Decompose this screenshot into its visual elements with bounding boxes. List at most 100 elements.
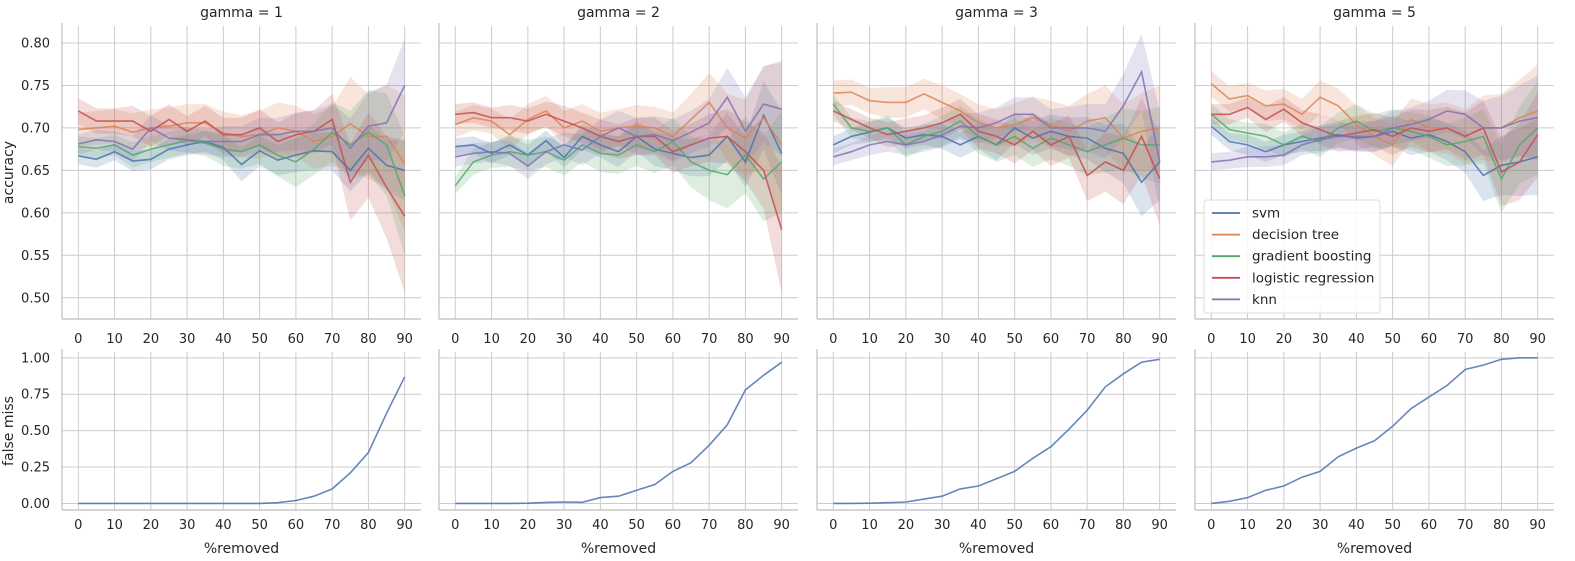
x-tick-label: 50 bbox=[628, 518, 645, 533]
legend-label: logistic regression bbox=[1252, 270, 1374, 286]
x-tick-label: 20 bbox=[520, 332, 537, 347]
panel-title: gamma = 5 bbox=[1333, 5, 1416, 21]
x-tick-label: 90 bbox=[1529, 332, 1546, 347]
x-tick-label: 20 bbox=[520, 518, 537, 533]
y-tick-label: 0.50 bbox=[21, 291, 50, 306]
ci-band-knn bbox=[1211, 75, 1538, 171]
series-line-knn bbox=[833, 69, 1161, 163]
legend-label: knn bbox=[1252, 292, 1277, 308]
x-tick-label: 90 bbox=[1529, 518, 1546, 533]
y-tick-label: 0.75 bbox=[21, 388, 50, 403]
x-tick-label: 30 bbox=[1312, 332, 1329, 347]
x-tick-label: 50 bbox=[628, 332, 645, 347]
x-tick-label: 40 bbox=[215, 332, 232, 347]
series-line-logistic-regression bbox=[77, 110, 406, 217]
x-tick-label: 20 bbox=[898, 332, 915, 347]
series-line-svm bbox=[78, 376, 406, 505]
x-tick-label: 90 bbox=[1151, 332, 1168, 347]
series-line-gradient-boosting bbox=[1210, 113, 1539, 181]
ci-band-svm bbox=[1211, 116, 1538, 201]
x-tick-label: 70 bbox=[701, 518, 718, 533]
x-tick-label: 50 bbox=[251, 518, 268, 533]
x-tick-label: 80 bbox=[360, 518, 377, 533]
y-tick-label: 0.75 bbox=[21, 79, 50, 94]
ci-band-gradient-boosting bbox=[78, 89, 405, 256]
legend-label: decision tree bbox=[1252, 227, 1339, 243]
x-tick-label: 50 bbox=[1006, 332, 1023, 347]
panel-title: gamma = 1 bbox=[200, 5, 283, 21]
x-tick-label: 80 bbox=[737, 332, 754, 347]
x-tick-label: 50 bbox=[251, 332, 268, 347]
x-tick-label: 80 bbox=[360, 332, 377, 347]
x-tick-label: 20 bbox=[1276, 518, 1293, 533]
ci-band-knn bbox=[455, 62, 782, 179]
x-tick-label: 40 bbox=[970, 332, 987, 347]
x-tick-label: 0 bbox=[1207, 518, 1215, 533]
y-tick-label: 0.65 bbox=[21, 164, 50, 179]
x-tick-label: 30 bbox=[556, 332, 573, 347]
x-tick-label: 90 bbox=[773, 518, 790, 533]
series-line-svm bbox=[833, 358, 1160, 505]
x-tick-label: 80 bbox=[1115, 518, 1132, 533]
ci-band-logistic-regression bbox=[1211, 92, 1538, 206]
ci-band-svm bbox=[455, 81, 782, 196]
series-line-knn bbox=[455, 95, 782, 168]
x-tick-label: 30 bbox=[179, 518, 196, 533]
ci-band-logistic-regression bbox=[455, 101, 782, 294]
x-tick-label: 30 bbox=[556, 518, 573, 533]
x-tick-label: 60 bbox=[665, 518, 682, 533]
false_miss-panel-1: 0 10 20 30 40 50 60 70 80 90 0.00 0.25 0.50 0.75 1.00%… bbox=[21, 349, 421, 557]
y-tick-label: 0.80 bbox=[21, 36, 50, 51]
ci-band-decision-tree bbox=[78, 77, 405, 232]
legend-box bbox=[1203, 199, 1381, 314]
x-tick-label: 40 bbox=[1348, 518, 1365, 533]
false_miss-panel-4: 0 10 20 30 40 50 60 70 80 90 %removed bbox=[1194, 349, 1554, 557]
panel-title: gamma = 3 bbox=[955, 5, 1038, 21]
x-tick-label: 10 bbox=[106, 518, 123, 533]
false_miss-panel-3: 0 10 20 30 40 50 60 70 80 90 %removed bbox=[816, 349, 1176, 557]
x-tick-label: 60 bbox=[1043, 518, 1060, 533]
x-axis-label: %removed bbox=[581, 541, 656, 557]
x-tick-label: 50 bbox=[1006, 518, 1023, 533]
x-tick-label: 20 bbox=[143, 332, 160, 347]
x-tick-label: 90 bbox=[396, 332, 413, 347]
ci-band-gradient-boosting bbox=[1211, 81, 1538, 213]
x-tick-label: 90 bbox=[1151, 518, 1168, 533]
x-tick-label: 40 bbox=[592, 518, 609, 533]
series-line-svm bbox=[455, 361, 783, 505]
accuracy-panel-3: 0 10 20 30 40 50 60 70 80 90 gamma = 3 bbox=[816, 5, 1176, 347]
x-tick-label: 0 bbox=[451, 518, 459, 533]
x-tick-label: 30 bbox=[934, 518, 951, 533]
x-tick-label: 70 bbox=[1457, 518, 1474, 533]
series-line-decision-tree bbox=[833, 91, 1160, 140]
y-tick-label: 1.00 bbox=[21, 351, 50, 366]
x-tick-label: 10 bbox=[483, 518, 500, 533]
x-tick-label: 60 bbox=[1421, 332, 1438, 347]
x-tick-label: 50 bbox=[1384, 332, 1401, 347]
x-tick-label: 30 bbox=[179, 332, 196, 347]
ci-band-svm bbox=[78, 124, 405, 201]
legend-label: svm bbox=[1252, 206, 1280, 222]
x-tick-label: 80 bbox=[1115, 332, 1132, 347]
series-line-logistic-regression bbox=[455, 111, 783, 231]
x-tick-label: 0 bbox=[74, 518, 82, 533]
y-tick-label: 0.60 bbox=[21, 206, 50, 221]
series-line-gradient-boosting bbox=[454, 140, 783, 187]
x-tick-label: 70 bbox=[324, 518, 341, 533]
x-tick-label: 80 bbox=[1493, 518, 1510, 533]
y-axis-label: accuracy bbox=[1, 141, 17, 204]
x-tick-label: 30 bbox=[1312, 518, 1329, 533]
x-tick-label: 20 bbox=[143, 518, 160, 533]
x-tick-label: 80 bbox=[1493, 332, 1510, 347]
ci-band-gradient-boosting bbox=[455, 110, 782, 222]
ci-band-logistic-regression bbox=[78, 93, 405, 293]
ci-band-knn bbox=[78, 38, 405, 179]
x-tick-label: 20 bbox=[898, 518, 915, 533]
y-tick-label: 0.00 bbox=[21, 497, 50, 512]
x-tick-label: 80 bbox=[737, 518, 754, 533]
x-tick-label: 10 bbox=[1239, 332, 1256, 347]
legend-label: gradient boosting bbox=[1252, 249, 1371, 265]
series-line-knn bbox=[1211, 110, 1538, 163]
y-tick-label: 0.25 bbox=[21, 461, 50, 476]
